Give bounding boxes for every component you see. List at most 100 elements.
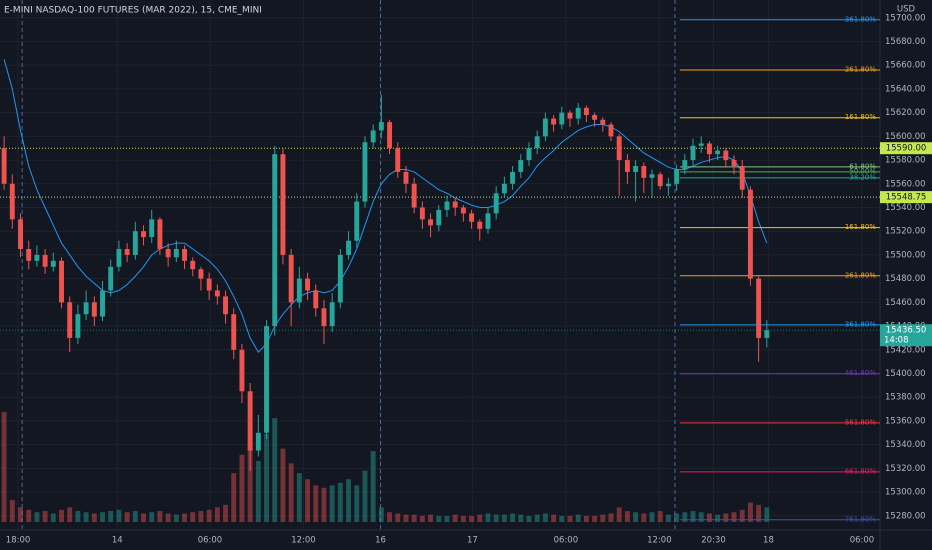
volume-bar (346, 479, 352, 522)
volume-bar (91, 513, 97, 522)
candle-body (526, 148, 532, 161)
candle-body (641, 165, 647, 178)
x-tick-label: 18 (763, 536, 774, 546)
volume-bar (321, 487, 327, 522)
volume-bar (116, 509, 122, 522)
volume-bar (633, 512, 639, 522)
volume-bar (428, 514, 434, 522)
volume-bar (173, 514, 179, 522)
overlays (0, 19, 880, 521)
volume-bar (715, 514, 721, 522)
fib-label: 261.80% (845, 271, 876, 279)
candle-body (34, 254, 40, 261)
candle-body (247, 391, 253, 451)
volume-bar (329, 485, 335, 522)
fib-label: 361.80% (845, 320, 876, 328)
volume-bar (559, 515, 565, 522)
candle-body (108, 266, 114, 291)
fib-label: 461.80% (845, 369, 876, 377)
volume-bar (452, 514, 458, 522)
candle-body (608, 124, 614, 137)
candle-body (592, 115, 598, 120)
volume-bar (739, 509, 745, 522)
candle-body (452, 201, 458, 208)
volume-bar (288, 463, 294, 522)
candle-body (616, 136, 622, 161)
candle-body (690, 145, 696, 161)
volume-bar (296, 473, 302, 522)
volume-bar (67, 507, 73, 522)
candle-body (575, 107, 581, 119)
y-tick-label: 15300.00 (885, 488, 926, 498)
candle-body (469, 213, 475, 222)
grid (0, 0, 880, 530)
candle-body (296, 278, 302, 303)
candle-body (395, 148, 401, 172)
fib-label: 761.80% (845, 515, 876, 523)
candle-body (132, 231, 138, 255)
volume-bar (337, 482, 343, 522)
volume-bar (600, 514, 606, 522)
candle-body (165, 248, 171, 258)
volume-bar (485, 513, 491, 522)
candle-body (600, 119, 606, 125)
candle-body (75, 314, 81, 338)
candle-body (1, 148, 7, 184)
candle-body (346, 240, 352, 255)
candle-body (428, 219, 434, 226)
volume-bar (182, 513, 187, 522)
candle-body (149, 219, 155, 238)
candle-body (157, 219, 163, 249)
candle-body (419, 207, 425, 220)
fib-label: 261.80% (845, 65, 876, 73)
chart-title: E-MINI NASDAQ-100 FUTURES (MAR 2022), 15… (4, 6, 262, 16)
volume-bar (280, 448, 286, 522)
candle-body (551, 118, 557, 125)
volume-bar (756, 504, 762, 522)
volume-bar (551, 514, 557, 522)
volume-bar (255, 460, 261, 522)
volume-bar (272, 418, 278, 522)
candle-body (542, 118, 548, 137)
y-tick-label: 15600.00 (885, 132, 926, 142)
candle-body (337, 254, 343, 303)
volume-bar (18, 507, 23, 522)
candle-body (403, 171, 409, 184)
candle-body (436, 209, 442, 226)
candle-body (321, 308, 327, 327)
volume-bar (231, 473, 237, 522)
x-tick-label: 12:00 (291, 536, 316, 546)
x-tick-label: 14 (112, 536, 123, 546)
candle-body (272, 154, 278, 327)
volume-bar (50, 513, 56, 522)
candles (1, 94, 770, 471)
volume-bar (723, 513, 729, 522)
candle-body (460, 207, 466, 214)
candle-body (764, 330, 770, 338)
fib-label: 361.80% (845, 15, 876, 23)
candle-body (649, 174, 655, 178)
y-tick-label: 15400.00 (885, 369, 926, 379)
candle-body (665, 183, 671, 187)
candle-body (214, 290, 220, 297)
volume-bar (411, 514, 417, 522)
y-tick-label: 15460.00 (885, 298, 926, 308)
volume-bar (26, 509, 32, 522)
volume-bar (354, 485, 360, 522)
y-tick-label: 15700.00 (885, 13, 926, 23)
volume-bar (657, 511, 663, 522)
candle-body (567, 112, 573, 119)
volume-bar (264, 434, 270, 522)
moving-average (3, 59, 768, 353)
y-tick-label: 15420.00 (885, 345, 926, 355)
volume-bar (575, 514, 581, 522)
volume-bar (223, 504, 228, 522)
volume-bar (190, 512, 196, 522)
volume-bar (624, 511, 630, 522)
candle-body (124, 248, 130, 255)
candle-body (715, 150, 721, 155)
labels: 15280.00 15300.00 15320.00 15340.00 15360.00… (6, 13, 932, 546)
candle-body (633, 165, 639, 172)
volume-bar (747, 502, 753, 522)
